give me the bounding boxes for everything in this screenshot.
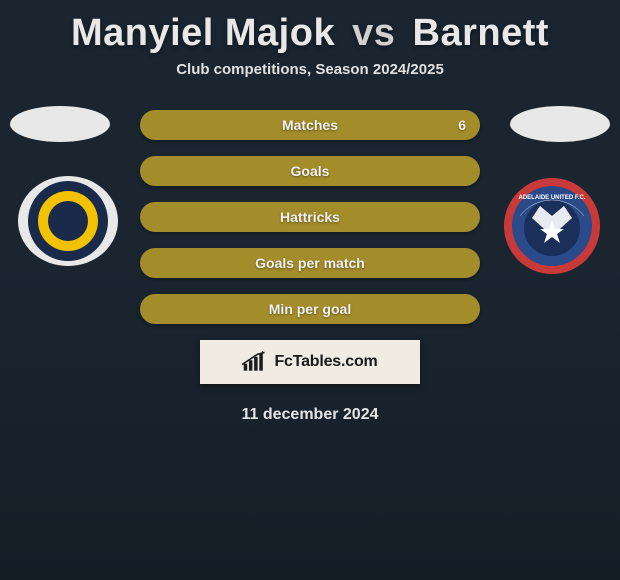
player2-avatar-placeholder: [510, 106, 610, 142]
page-title: Manyiel Majok vs Barnett: [71, 12, 549, 55]
player2-name: Barnett: [413, 12, 550, 54]
stat-label: Min per goal: [269, 301, 351, 317]
comparison-panel: ADELAIDE UNITED F.C. Matches 6 Goals Hat…: [0, 110, 620, 424]
stat-row-goals: Goals: [140, 156, 480, 186]
brand-box[interactable]: FcTables.com: [200, 340, 420, 384]
player1-name: Manyiel Majok: [71, 12, 335, 54]
date-line: 11 december 2024: [0, 406, 620, 424]
player1-avatar-placeholder: [10, 106, 110, 142]
club-left-badge-center: [48, 201, 88, 241]
brand-text: FcTables.com: [274, 353, 377, 371]
club-right-badge: ADELAIDE UNITED F.C.: [502, 176, 602, 276]
svg-text:ADELAIDE UNITED F.C.: ADELAIDE UNITED F.C.: [518, 195, 585, 201]
club-right-badge-svg: ADELAIDE UNITED F.C.: [502, 176, 602, 276]
chart-bars-icon: [242, 351, 268, 373]
stat-row-hattricks: Hattricks: [140, 202, 480, 232]
stat-label: Matches: [282, 117, 338, 133]
club-left-badge: [18, 176, 118, 266]
stat-label: Hattricks: [280, 209, 340, 225]
stat-label: Goals per match: [255, 255, 365, 271]
stat-row-goals-per-match: Goals per match: [140, 248, 480, 278]
stat-right-value: 6: [458, 117, 466, 133]
stat-row-min-per-goal: Min per goal: [140, 294, 480, 324]
stat-row-matches: Matches 6: [140, 110, 480, 140]
stat-label: Goals: [291, 163, 330, 179]
stat-bars: Matches 6 Goals Hattricks Goals per matc…: [140, 110, 480, 324]
subtitle: Club competitions, Season 2024/2025: [176, 61, 444, 78]
vs-separator: vs: [352, 12, 395, 54]
